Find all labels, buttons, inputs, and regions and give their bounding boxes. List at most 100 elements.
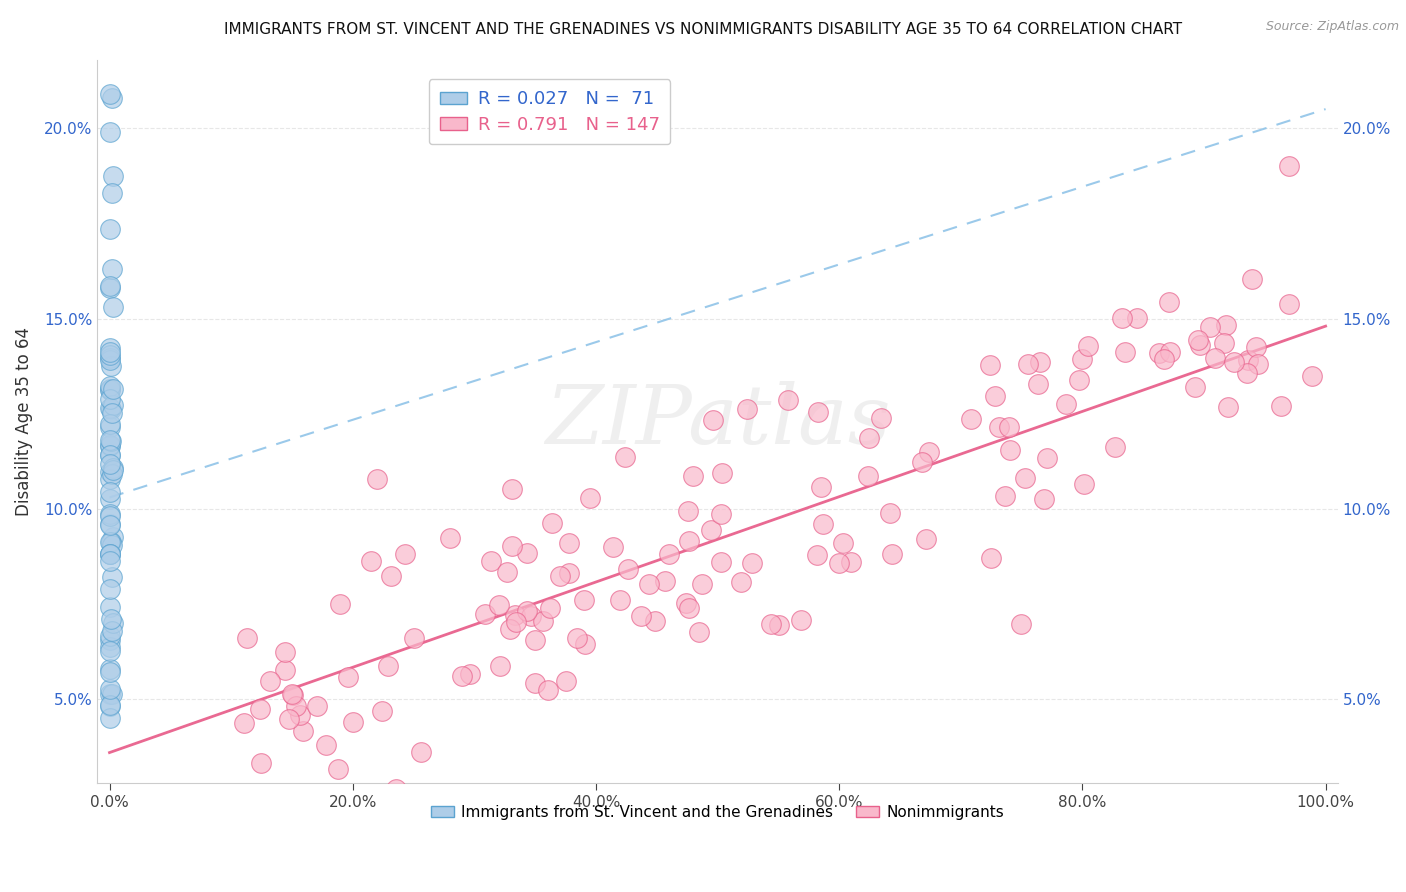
Point [501,539,523,553]
Point [100,570,122,584]
Point [402,631,425,645]
Point [524,675,547,690]
Point [290,806,312,821]
Point [730,575,752,590]
Point [1237,353,1260,368]
Point [98,518,121,533]
Point [479,554,502,568]
Point [1216,400,1239,414]
Point [98,221,121,235]
Point [654,574,676,589]
Point [98,379,121,393]
Point [98,632,121,647]
Point [236,631,259,645]
Point [550,568,572,582]
Point [737,402,759,417]
Point [98,599,121,614]
Point [98,465,121,479]
Point [1111,310,1133,325]
Point [336,670,359,684]
Point [1033,491,1056,506]
Point [98,665,121,679]
Point [98,492,121,507]
Point [807,405,830,419]
Point [98,508,121,523]
Point [98,682,121,697]
Point [1236,366,1258,380]
Point [505,615,527,629]
Point [98,472,121,486]
Point [1278,159,1301,173]
Point [98,547,121,561]
Point [380,569,402,583]
Point [614,450,637,464]
Point [520,609,543,624]
Point [1159,294,1181,309]
Point [870,411,893,425]
Point [100,359,122,374]
Point [690,576,713,591]
Point [1017,357,1039,371]
Point [259,673,281,688]
Point [233,716,256,731]
Point [994,489,1017,503]
Point [98,419,121,434]
Point [911,455,934,469]
Point [101,624,124,638]
Point [1073,476,1095,491]
Point [98,547,121,561]
Point [1125,310,1147,325]
Point [98,125,121,139]
Point [98,351,121,366]
Point [998,420,1021,434]
Point [281,687,304,701]
Point [1010,616,1032,631]
Point [101,90,124,104]
Point [250,756,273,770]
Point [101,300,124,314]
Point [100,612,122,626]
Point [988,419,1011,434]
Point [960,412,983,426]
Text: IMMIGRANTS FROM ST. VINCENT AND THE GRENADINES VS NONIMMIGRANTS DISABILITY AGE 3: IMMIGRANTS FROM ST. VINCENT AND THE GREN… [224,22,1182,37]
Point [630,609,652,624]
Point [98,457,121,471]
Point [602,540,624,554]
Point [100,535,122,549]
Point [741,557,763,571]
Point [384,782,406,797]
Point [1026,377,1049,392]
Point [555,673,578,688]
Point [1188,337,1211,351]
Point [768,618,790,632]
Point [342,714,364,729]
Point [100,688,122,702]
Point [249,702,271,716]
Point [98,440,121,454]
Point [98,553,121,567]
Point [1153,351,1175,366]
Point [700,523,723,537]
Point [98,485,121,500]
Text: Source: ZipAtlas.com: Source: ZipAtlas.com [1265,20,1399,33]
Point [98,629,121,643]
Point [98,448,121,462]
Point [98,698,121,713]
Point [100,434,122,448]
Point [371,704,394,718]
Point [516,546,538,560]
Point [1301,369,1323,384]
Point [451,669,474,683]
Text: ZIPatlas: ZIPatlas [544,381,890,461]
Point [98,698,121,713]
Point [101,169,124,184]
Point [98,383,121,397]
Point [1212,335,1234,350]
Point [274,645,297,659]
Point [811,516,834,531]
Point [1247,357,1270,371]
Point [678,601,700,615]
Point [688,625,710,640]
Point [496,565,519,579]
Point [329,597,352,611]
